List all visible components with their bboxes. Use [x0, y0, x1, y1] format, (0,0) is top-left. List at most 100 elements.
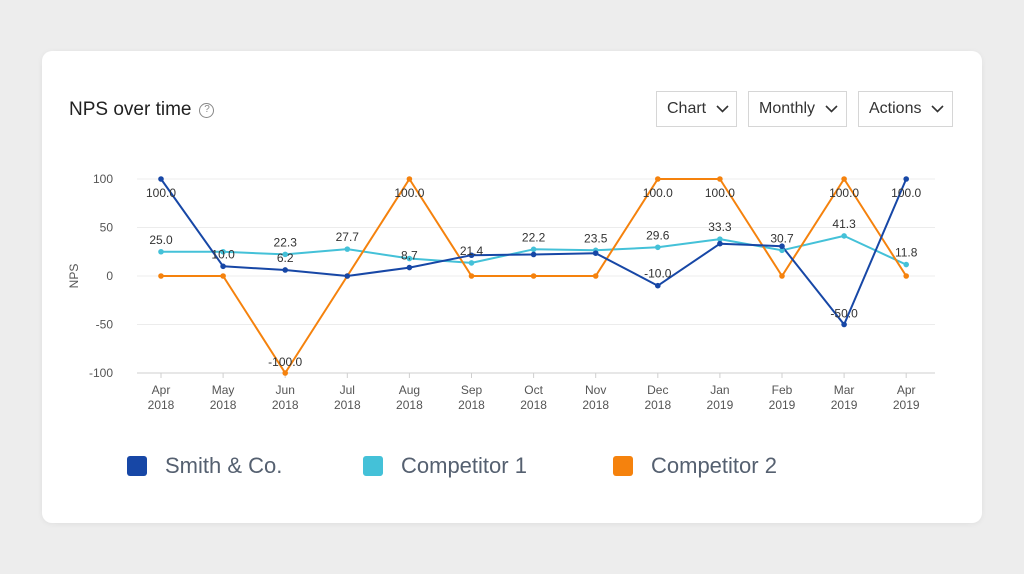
data-label: 100.0 [643, 186, 673, 200]
chevron-down-icon [931, 105, 945, 113]
x-tick-label: Nov 2018 [582, 383, 609, 412]
data-point[interactable] [841, 321, 847, 328]
y-tick-label: 50 [100, 221, 114, 235]
data-point[interactable] [779, 247, 785, 254]
data-label: 100.0 [891, 186, 921, 200]
actions-dropdown[interactable]: Actions [858, 91, 953, 127]
data-label: 100.0 [705, 186, 735, 200]
x-tick-label: Sep 2018 [458, 383, 485, 412]
y-tick-label: -100 [89, 366, 113, 380]
legend-label: Competitor 2 [651, 453, 777, 478]
data-point[interactable] [344, 246, 351, 252]
data-label: 27.7 [336, 230, 360, 244]
x-tick-label: Apr 2019 [893, 383, 920, 412]
data-point[interactable] [655, 282, 661, 289]
data-point[interactable] [717, 240, 723, 247]
x-tick-label: Mar 2019 [831, 383, 858, 412]
data-point[interactable] [282, 370, 288, 376]
data-point[interactable] [530, 246, 537, 253]
data-point[interactable] [530, 273, 537, 279]
data-point[interactable] [282, 267, 288, 273]
series-points [158, 176, 909, 376]
data-label: 11.8 [895, 246, 918, 260]
data-label: -10.0 [644, 267, 672, 281]
data-point[interactable] [406, 255, 413, 262]
legend-item[interactable]: Competitor 1 [363, 453, 527, 479]
data-label: 22.3 [274, 235, 298, 249]
chart-type-label: Chart [667, 100, 707, 117]
data-point[interactable] [158, 176, 164, 182]
data-point[interactable] [468, 273, 475, 279]
chart-title: NPS over time [69, 99, 192, 120]
data-label: 41.3 [832, 217, 856, 231]
help-circle-icon[interactable]: ? [199, 102, 215, 118]
legend-swatch [363, 456, 383, 476]
data-point[interactable] [220, 248, 226, 255]
y-tick-label: 100 [93, 172, 113, 186]
data-point[interactable] [158, 273, 164, 279]
data-point[interactable] [903, 273, 909, 279]
data-point[interactable] [530, 251, 537, 258]
data-point[interactable] [406, 264, 413, 271]
x-tick-label: Dec 2018 [644, 383, 671, 412]
x-tick-label: Jul 2018 [334, 383, 361, 412]
x-tick-label: May 2018 [210, 383, 237, 412]
data-point[interactable] [282, 251, 288, 258]
data-label: 6.2 [277, 251, 294, 265]
data-label: 100.0 [146, 186, 176, 200]
y-tick-label: 0 [106, 269, 113, 283]
data-point[interactable] [220, 263, 226, 270]
data-label: 21.4 [460, 244, 484, 258]
x-tick-label: Feb 2019 [769, 383, 796, 412]
x-tick-label: Apr 2018 [148, 383, 175, 412]
data-point[interactable] [592, 273, 599, 279]
data-label: -50.0 [830, 307, 858, 321]
data-label: 33.3 [708, 220, 732, 234]
data-point[interactable] [406, 176, 413, 182]
x-axis-ticks: Apr 2018 May 2018 Jun 2018 Jul 2018 Aug 2018 Sep 20… [148, 373, 920, 412]
data-point[interactable] [841, 233, 847, 239]
period-label: Monthly [759, 100, 816, 117]
x-tick-label: Jan 2019 [707, 383, 734, 412]
data-label: 25.0 [149, 233, 173, 247]
chevron-down-icon [825, 105, 838, 113]
data-label: 30.7 [770, 231, 794, 245]
period-dropdown[interactable]: Monthly [748, 91, 847, 127]
data-label: 22.2 [522, 230, 546, 244]
chart-type-dropdown[interactable]: Chart [656, 91, 737, 127]
y-tick-label: -50 [96, 318, 114, 332]
chevron-down-icon [716, 105, 729, 113]
nps-card: NPS over time ? Chart Monthly Actions 10… [42, 51, 982, 523]
data-label: -100.0 [268, 355, 302, 369]
data-label: 8.7 [401, 249, 418, 263]
data-point[interactable] [592, 250, 599, 257]
y-axis-ticks: 100 50 0 -50 -100 [89, 172, 113, 380]
data-labels: 100.0 10.0 6.2 8.7 -10.0 -50.0 100.0 25.0 22.3 27… [146, 186, 922, 369]
data-point[interactable] [468, 252, 475, 259]
data-point[interactable] [717, 236, 723, 242]
data-point[interactable] [344, 273, 351, 279]
nps-line-chart: 100 50 0 -50 -100 NPS Apr 2018 May 2018 Jun 2018 J… [67, 172, 935, 412]
legend-item[interactable]: Smith & Co. [127, 453, 282, 479]
data-point[interactable] [158, 248, 164, 255]
x-tick-label: Jun 2018 [272, 383, 299, 412]
actions-label: Actions [869, 100, 922, 117]
data-point[interactable] [903, 261, 909, 268]
data-point[interactable] [717, 176, 723, 182]
data-label: 23.5 [584, 231, 608, 245]
data-point[interactable] [841, 176, 847, 182]
legend-swatch [127, 456, 147, 476]
data-point[interactable] [655, 176, 661, 182]
data-point[interactable] [468, 260, 475, 266]
data-label: 29.6 [646, 228, 670, 242]
data-point[interactable] [655, 244, 661, 251]
data-point[interactable] [220, 273, 226, 279]
legend-swatch [613, 456, 633, 476]
data-label: 100.0 [394, 186, 424, 200]
legend-item[interactable]: Competitor 2 [613, 453, 777, 479]
data-label: 10.0 [211, 247, 235, 261]
data-point[interactable] [779, 243, 785, 250]
data-point[interactable] [903, 176, 909, 182]
x-tick-label: Oct 2018 [520, 383, 547, 412]
data-point[interactable] [779, 273, 785, 279]
